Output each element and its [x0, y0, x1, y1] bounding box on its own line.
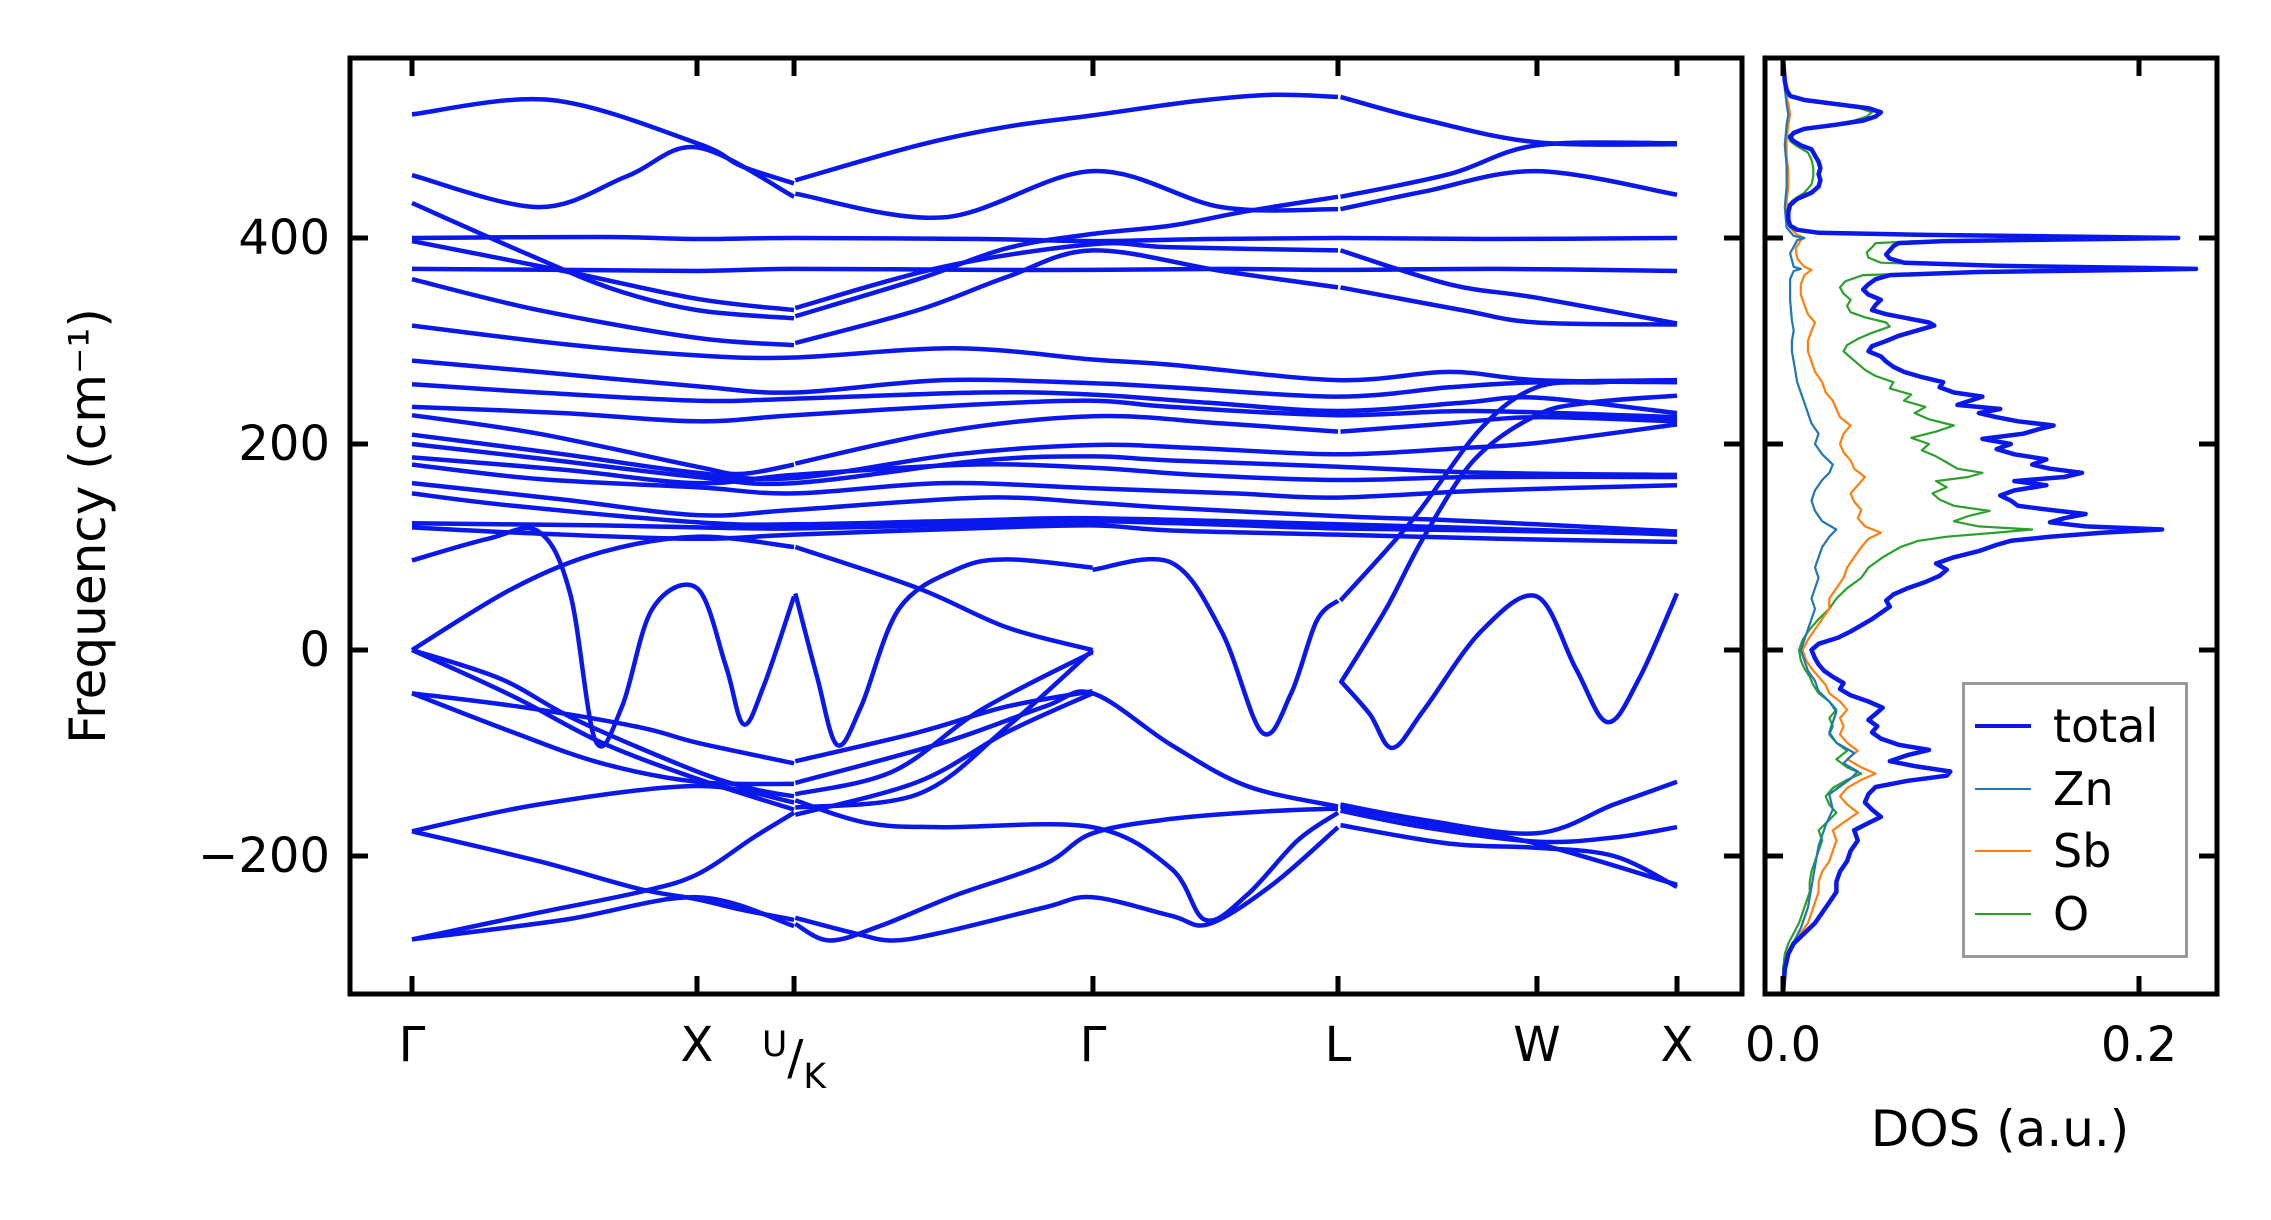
dostick-0: 0.0 — [1744, 1017, 1822, 1073]
xtick-l: L — [1324, 1017, 1352, 1073]
legend: total Zn Sb O — [1962, 682, 2188, 958]
total-line-swatch — [1975, 724, 2031, 729]
xtick-x1: X — [680, 1017, 714, 1073]
frequency-axis-label: Frequency (cm⁻¹) — [59, 308, 117, 744]
xtick-w: W — [1513, 1017, 1561, 1073]
legend-item-sb: Sb — [1975, 824, 2175, 878]
xtick-x2: X — [1660, 1017, 1694, 1073]
xtick-gamma1: Γ — [398, 1017, 426, 1073]
zn-line-swatch — [1975, 787, 2031, 790]
dos-axis-label: DOS (a.u.) — [1870, 1100, 2130, 1158]
dostick-02: 0.2 — [2100, 1017, 2178, 1073]
ytick-400: 400 — [238, 210, 330, 266]
ytick-0: 0 — [299, 622, 330, 678]
legend-item-zn: Zn — [1975, 762, 2175, 816]
sb-line-swatch — [1975, 850, 2031, 853]
xtick-gamma2: Γ — [1079, 1017, 1107, 1073]
legend-label-total: total — [2053, 699, 2159, 754]
legend-item-total: total — [1975, 699, 2175, 753]
xtick-uk: U/K — [761, 1025, 827, 1097]
legend-item-o: O — [1975, 887, 2175, 941]
legend-label-sb: Sb — [2053, 824, 2112, 879]
legend-label-o: O — [2053, 886, 2090, 941]
ytick-m200: −200 — [198, 828, 330, 884]
legend-label-zn: Zn — [2053, 761, 2114, 816]
o-line-swatch — [1975, 912, 2031, 915]
ytick-200: 200 — [238, 416, 330, 472]
